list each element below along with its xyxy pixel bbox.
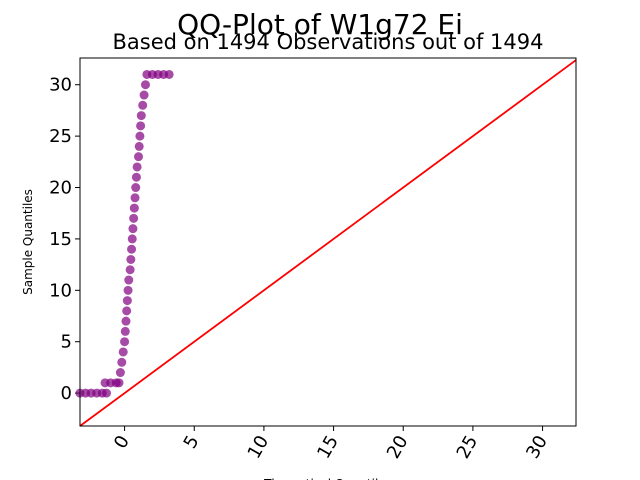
point (127, 244, 137, 254)
point (121, 316, 131, 326)
x-tick-label: 10 (244, 432, 274, 462)
point (134, 152, 144, 162)
point (130, 193, 140, 203)
y-tick-label: 15 (49, 229, 72, 250)
point (115, 368, 125, 378)
y-tick-label: 25 (49, 126, 72, 147)
point (101, 388, 111, 398)
point (127, 234, 137, 244)
y-tick-label: 5 (61, 332, 72, 353)
y-tick-label: 20 (49, 178, 72, 199)
point (122, 306, 132, 316)
point (136, 121, 146, 131)
chart-title: QQ-Plot of W1g72 Ei (177, 8, 463, 41)
point (140, 80, 150, 90)
point (134, 141, 144, 151)
point (138, 100, 148, 110)
point (124, 275, 134, 285)
x-tick-label: 30 (522, 432, 552, 462)
x-tick-label: 20 (383, 432, 413, 462)
point (118, 347, 128, 357)
x-tick-label: 0 (110, 432, 134, 452)
point (117, 357, 127, 367)
point (135, 131, 145, 141)
point (139, 90, 149, 100)
point (123, 285, 133, 295)
x-tick-label: 15 (313, 432, 343, 462)
reference-line (79, 59, 577, 427)
point (120, 337, 130, 347)
point (114, 378, 124, 388)
chart-subtitle: Based on 1494 Observations out of 1494 (112, 30, 543, 54)
y-tick-label: 0 (61, 383, 72, 404)
point (129, 213, 139, 223)
point (136, 111, 146, 121)
plot-frame (79, 57, 577, 427)
point (132, 162, 142, 172)
y-axis-label: Sample Quantiles (21, 189, 35, 295)
y-tick-label: 10 (49, 280, 72, 301)
point (120, 326, 130, 336)
point (122, 296, 132, 306)
point (131, 183, 141, 193)
x-tick-label: 5 (180, 432, 204, 452)
point (126, 254, 136, 264)
point (125, 265, 135, 275)
x-axis-label: Theoretical Quantiles (263, 477, 392, 480)
point (164, 69, 174, 79)
point (128, 224, 138, 234)
point (131, 172, 141, 182)
point (129, 203, 139, 213)
x-tick-label: 25 (453, 432, 483, 462)
y-tick-label: 30 (49, 75, 72, 96)
